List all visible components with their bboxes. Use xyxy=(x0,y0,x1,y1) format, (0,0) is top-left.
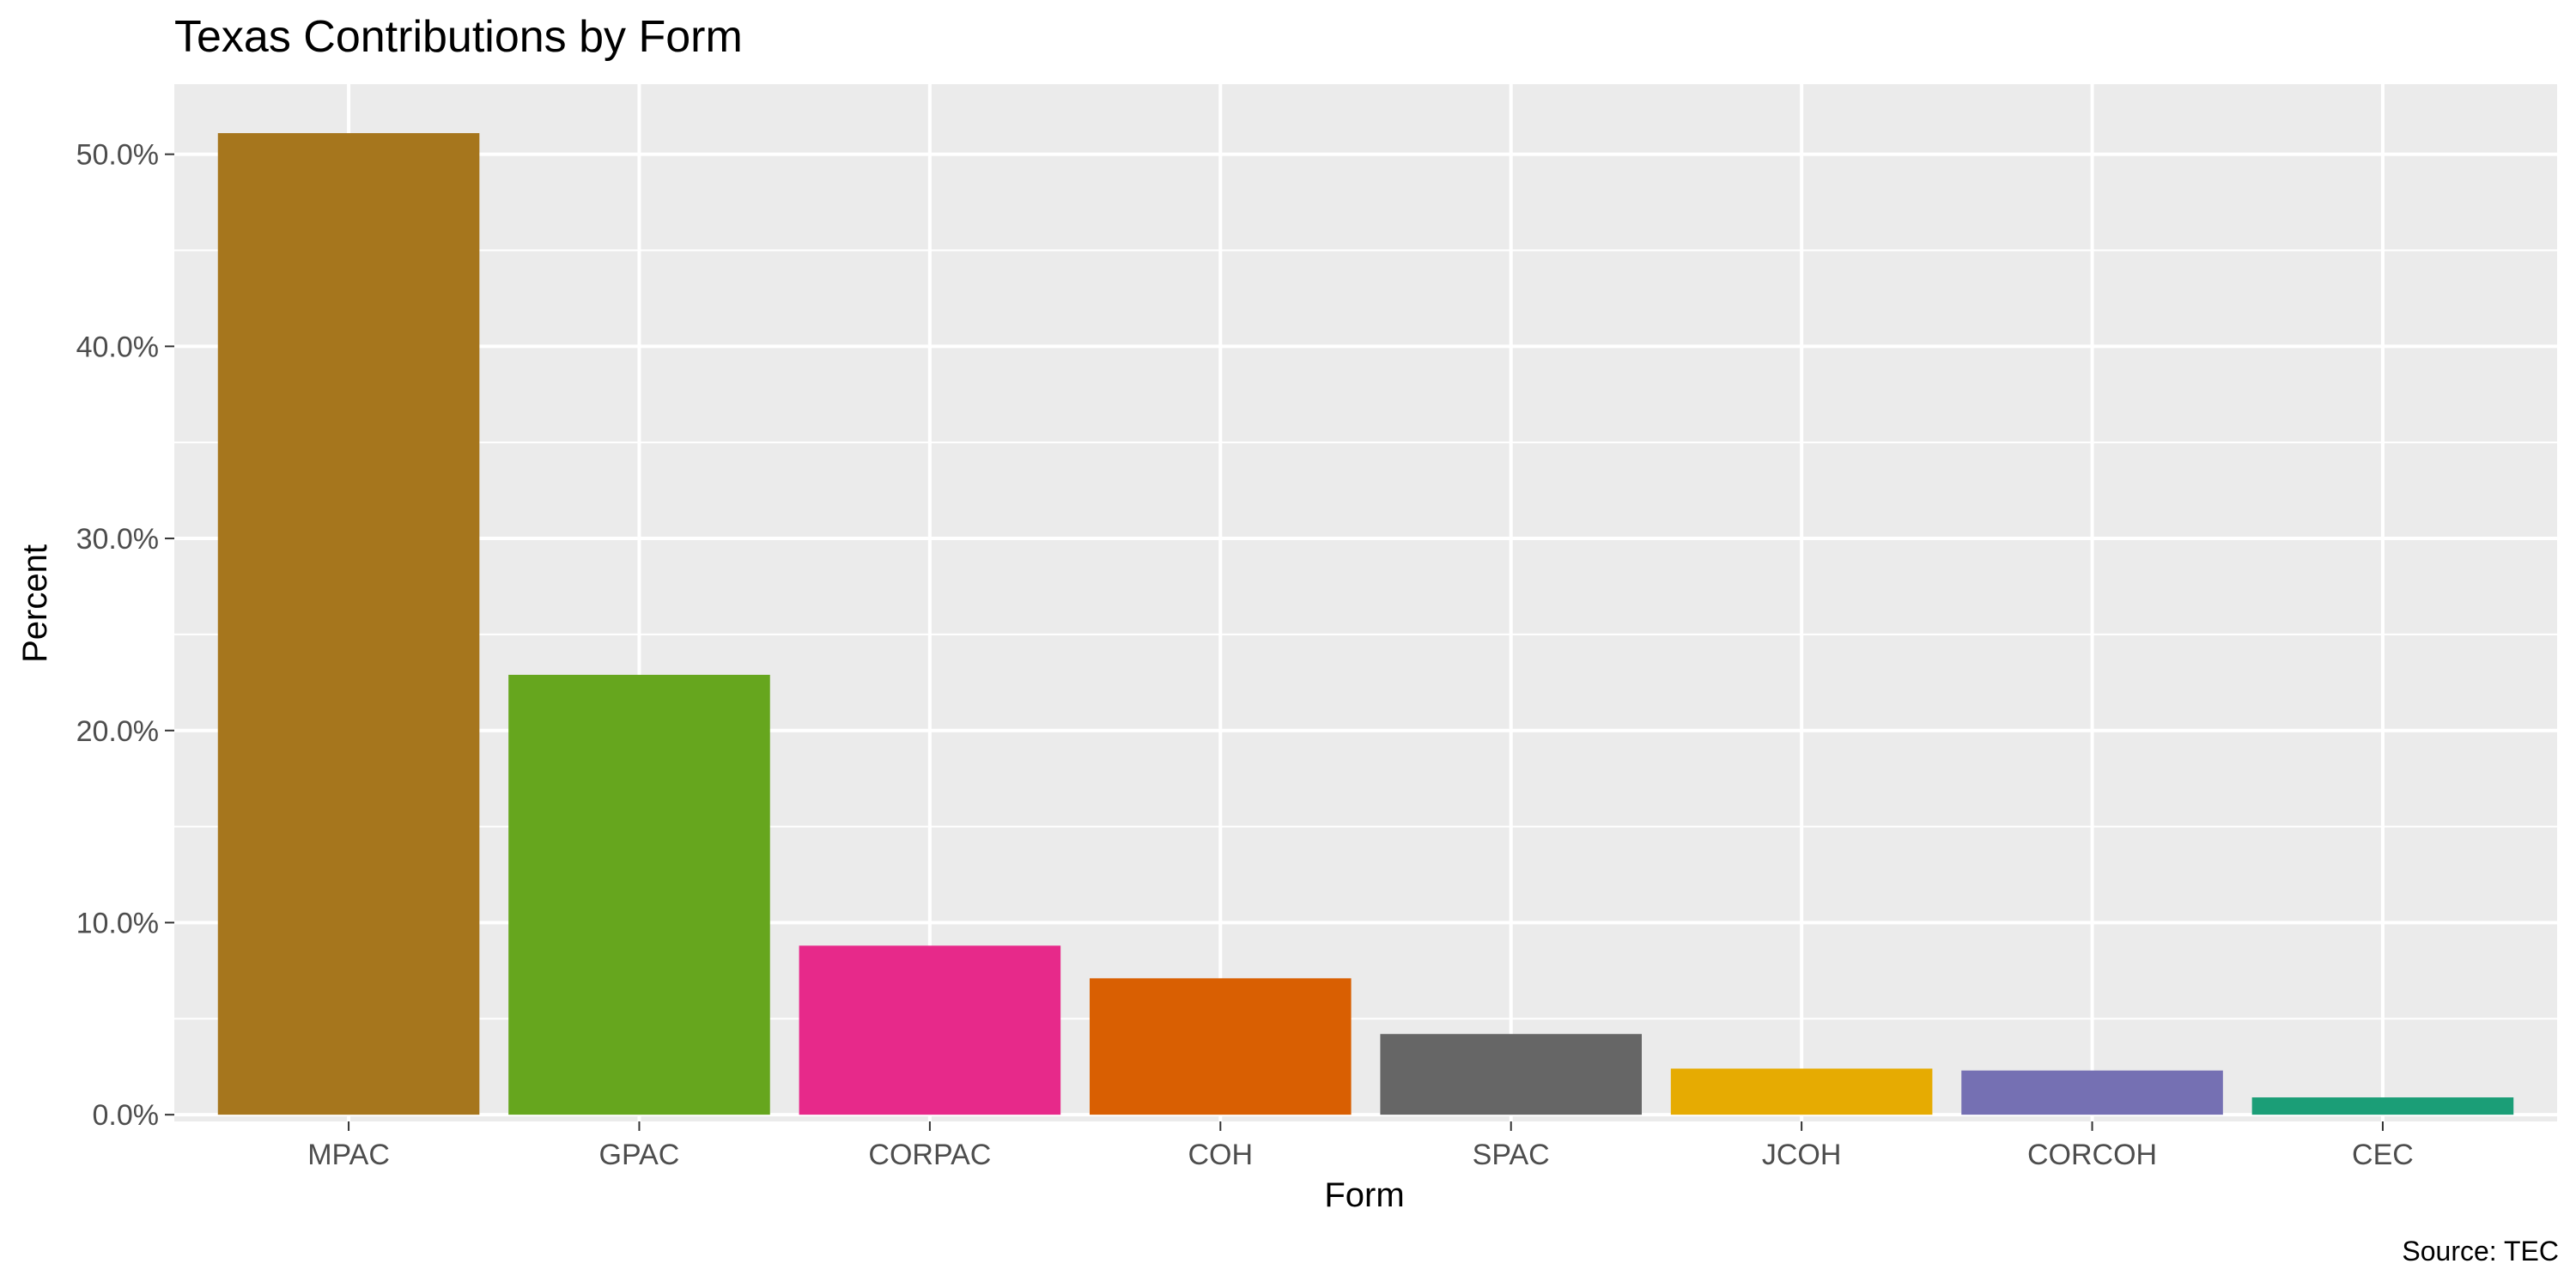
y-tick-label: 40.0% xyxy=(76,331,159,363)
bar-spac xyxy=(1380,1034,1642,1115)
x-tick-label: CEC xyxy=(2352,1139,2414,1171)
y-tick-label: 50.0% xyxy=(76,139,159,172)
x-tick-label: GPAC xyxy=(599,1139,680,1171)
y-tick-label: 20.0% xyxy=(76,715,159,748)
bar-corpac xyxy=(799,945,1061,1115)
y-tick-label: 10.0% xyxy=(76,907,159,939)
chart-caption: Source: TEC xyxy=(2402,1236,2559,1267)
bars xyxy=(217,133,2514,1115)
bar-mpac xyxy=(217,133,480,1115)
chart-title: Texas Contributions by Form xyxy=(174,12,743,62)
x-tick-label: MPAC xyxy=(307,1139,390,1171)
bar-cec xyxy=(2251,1097,2514,1115)
x-tick-label: JCOH xyxy=(1762,1139,1842,1171)
x-tick-label: SPAC xyxy=(1473,1139,1550,1171)
x-tick-label: COH xyxy=(1188,1139,1254,1171)
x-axis: MPAC GPAC CORPAC COH SPAC JCOH CORCOH CEC xyxy=(307,1121,2414,1171)
y-tick-label: 0.0% xyxy=(93,1099,160,1132)
y-axis: 0.0% 10.0% 20.0% 30.0% 40.0% 50.0% xyxy=(76,139,174,1132)
x-axis-title: Form xyxy=(1324,1176,1404,1214)
y-axis-title: Percent xyxy=(16,544,54,663)
x-tick-label: CORPAC xyxy=(868,1139,991,1171)
x-tick-label: CORCOH xyxy=(2027,1139,2157,1171)
bar-gpac xyxy=(508,674,770,1115)
bar-coh xyxy=(1090,978,1352,1115)
bar-corcoh xyxy=(1961,1070,2223,1115)
bar-jcoh xyxy=(1670,1068,1933,1115)
y-tick-label: 30.0% xyxy=(76,523,159,556)
